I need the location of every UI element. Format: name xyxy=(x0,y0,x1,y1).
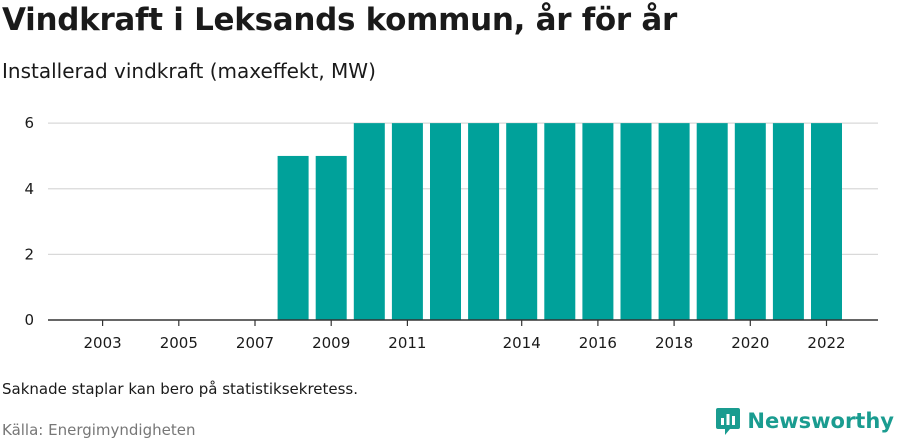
x-tick-label: 2009 xyxy=(312,334,350,352)
bar-2016 xyxy=(582,123,614,320)
chart-subtitle: Installerad vindkraft (maxeffekt, MW) xyxy=(2,59,376,83)
bar-chart: 0 2 4 6 2003 2005 2007 2009 2011 2014 2016 2018 2020… xyxy=(24,114,878,352)
y-tick-label: 4 xyxy=(24,180,34,198)
x-tick-label: 2022 xyxy=(807,334,845,352)
source-credit: Källa: Energimyndigheten xyxy=(2,421,196,439)
x-tick-label: 2018 xyxy=(655,334,693,352)
x-tick-label: 2020 xyxy=(731,334,769,352)
bar-2013 xyxy=(468,123,500,320)
chart-title: Vindkraft i Leksands kommun, år för år xyxy=(2,2,678,38)
footnote: Saknade staplar kan bero på statistiksek… xyxy=(2,380,359,398)
bars xyxy=(277,123,842,320)
bar-2012 xyxy=(430,123,461,320)
brand-name: Newsworthy xyxy=(747,409,894,433)
x-tick-label: 2016 xyxy=(579,334,617,352)
bar-2010 xyxy=(353,123,385,320)
bar-2018 xyxy=(658,123,690,320)
bar-2011 xyxy=(391,123,423,320)
axes: 0 2 4 6 2003 2005 2007 2009 2011 2014 2016 2018 2020… xyxy=(24,114,878,352)
y-tick-label: 2 xyxy=(24,245,34,263)
bar-2019 xyxy=(696,123,728,320)
x-tick-label: 2007 xyxy=(236,334,274,352)
x-tick-label: 2014 xyxy=(503,334,541,352)
x-tick-label: 2003 xyxy=(84,334,122,352)
y-tick-label: 6 xyxy=(24,114,34,132)
bar-2015 xyxy=(544,123,576,320)
x-tick-label: 2011 xyxy=(388,334,426,352)
bar-2022 xyxy=(811,123,842,320)
bar-2014 xyxy=(506,123,538,320)
y-tick-label: 0 xyxy=(24,311,34,329)
bar-2009 xyxy=(315,155,347,320)
bar-2017 xyxy=(620,123,652,320)
bar-2021 xyxy=(772,123,804,320)
bar-chart-speech-bubble-icon xyxy=(716,408,741,435)
brand-logo[interactable]: Newsworthy xyxy=(715,406,894,436)
bar-2020 xyxy=(734,123,766,320)
bar-2008 xyxy=(277,155,309,320)
x-tick-label: 2005 xyxy=(160,334,198,352)
